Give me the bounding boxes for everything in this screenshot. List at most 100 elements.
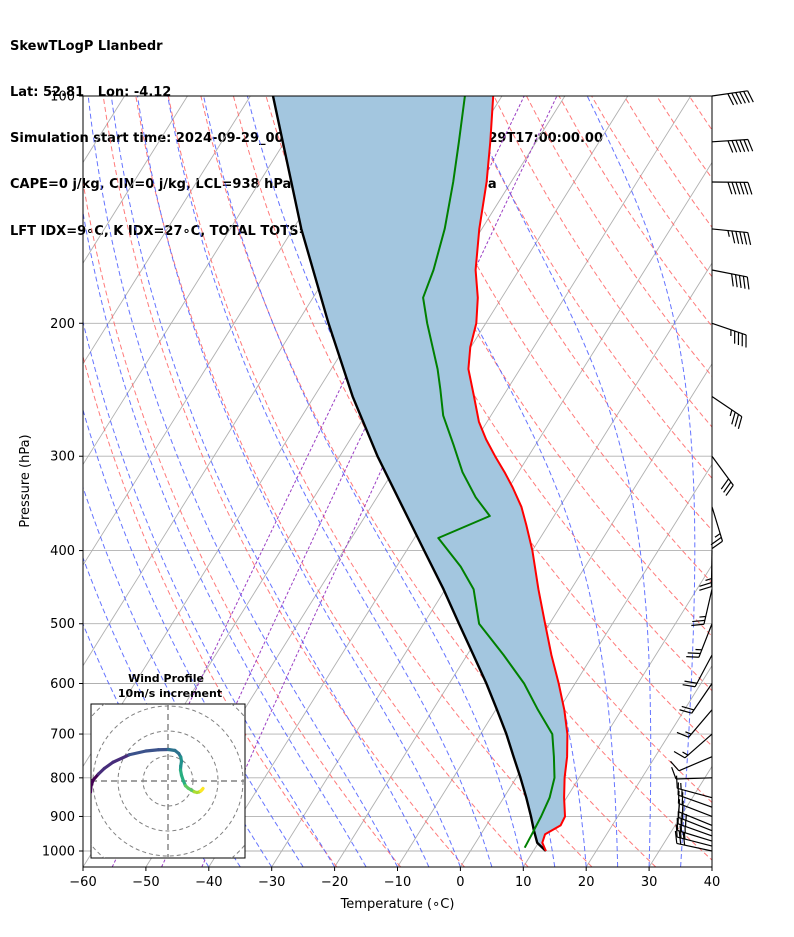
wind-barb-staff <box>675 777 713 780</box>
hodograph-segment <box>127 749 148 757</box>
hodograph-segment <box>111 753 131 764</box>
dry-adiabat <box>754 96 794 867</box>
y-tick-label: 100 <box>50 90 75 105</box>
moist-adiabat <box>463 96 652 867</box>
wind-barb-full <box>671 766 677 780</box>
wind-barb-staff <box>676 836 713 847</box>
isotherm-line <box>648 765 712 867</box>
y-tick-label: 400 <box>50 544 75 559</box>
wind-barb-full <box>684 680 698 684</box>
wind-barb-full <box>742 276 746 289</box>
wind-barb-staff <box>678 811 713 826</box>
wind-barb-staff <box>711 395 743 418</box>
moist-adiabat <box>83 485 273 867</box>
wind-barb-full <box>687 652 701 655</box>
wind-barb-full <box>678 799 681 812</box>
wind-barb-full <box>731 273 734 287</box>
wind-barb-full <box>735 92 742 105</box>
wind-barb-staff <box>677 787 713 799</box>
isotherm-line <box>83 96 377 566</box>
wind-barb <box>711 395 743 429</box>
wind-barb-half <box>714 533 721 538</box>
wind-barb <box>686 623 713 658</box>
wind-barb-staff <box>678 756 713 772</box>
wind-barb-staff <box>711 506 724 542</box>
wind-barb-full <box>692 619 705 623</box>
wind-barb-half <box>727 230 730 237</box>
wind-barb-full <box>699 581 712 587</box>
x-tick-label: 20 <box>578 875 595 890</box>
y-tick-label: 700 <box>50 728 75 743</box>
hodograph-subtitle: 10m/s increment <box>118 687 222 700</box>
wind-barb-half <box>729 409 733 417</box>
wind-barb <box>711 181 753 195</box>
dry-adiabat <box>558 96 712 328</box>
wind-barb-full <box>725 484 734 496</box>
moist-adiabat <box>586 96 696 867</box>
wind-barb <box>677 790 713 818</box>
isotherm-line <box>83 96 188 265</box>
hodograph-title: Wind Profile <box>128 672 204 685</box>
wind-barb-full <box>723 481 732 493</box>
hodograph-ring <box>117 730 219 832</box>
wind-barb-full <box>738 275 742 288</box>
wind-barb-full <box>731 140 738 153</box>
cin-cape-area <box>273 96 568 851</box>
wind-barb-staff <box>698 623 713 658</box>
wind-barb-full <box>670 760 680 772</box>
wind-barb-staff <box>676 842 713 852</box>
wind-barb-full <box>681 705 695 711</box>
wind-barb-full <box>731 230 736 244</box>
y-tick-label: 200 <box>50 317 75 332</box>
y-axis-label: Pressure (hPa) <box>18 434 33 527</box>
wind-barb-half <box>682 751 689 756</box>
y-tick-label: 1000 <box>42 845 75 860</box>
wind-barb <box>675 775 713 799</box>
x-tick-label: 30 <box>641 875 658 890</box>
wind-barb-staff <box>711 138 748 143</box>
hodograph-segment <box>200 786 205 792</box>
hodograph-inset: Wind Profile 10m/s increment <box>90 672 246 859</box>
moist-adiabat <box>87 96 398 867</box>
wind-barb-full <box>739 231 744 245</box>
wind-barb-full <box>711 540 723 550</box>
chart-title: SkewTLogP Llanbedr <box>10 38 163 54</box>
wind-barb-full <box>734 414 740 427</box>
moist-adiabat <box>371 96 619 867</box>
wind-barb <box>678 799 713 826</box>
hodograph-segment <box>102 760 115 771</box>
x-tick-label: −50 <box>132 875 159 890</box>
mixing-ratio-line <box>201 96 558 867</box>
wind-barb-full <box>747 232 752 246</box>
wind-barb <box>682 654 713 688</box>
x-tick-label: 40 <box>704 875 721 890</box>
isotherm-line <box>83 96 251 365</box>
wind-barb-full <box>681 800 684 814</box>
wind-barb-full <box>735 231 740 244</box>
wind-barb-full <box>735 182 741 195</box>
wind-barb-staff <box>678 802 713 818</box>
wind-barb-full <box>673 750 686 759</box>
sounding-profiles <box>271 96 569 852</box>
dry-adiabat <box>722 96 794 867</box>
cape-cin-shading <box>273 96 568 851</box>
wind-barb-full <box>676 731 689 738</box>
wind-barb-full <box>734 274 738 288</box>
wind-barb-full <box>743 91 750 103</box>
moist-adiabat <box>83 556 241 867</box>
wind-barb-staff <box>678 816 713 832</box>
hodograph-segment <box>144 748 161 753</box>
wind-barb <box>711 269 750 290</box>
wind-barb <box>673 733 713 759</box>
wind-barb-full <box>747 139 754 152</box>
moist-adiabat <box>203 96 524 867</box>
dry-adiabat <box>83 179 402 867</box>
wind-barb-full <box>681 792 684 805</box>
wind-barb <box>711 322 747 348</box>
wind-barb-staff <box>691 683 713 714</box>
wind-barb-staff <box>688 709 713 738</box>
dry-adiabat <box>135 96 529 867</box>
wind-barb <box>711 455 734 496</box>
y-tick-label: 500 <box>50 617 75 632</box>
wind-barb-staff <box>711 269 748 278</box>
